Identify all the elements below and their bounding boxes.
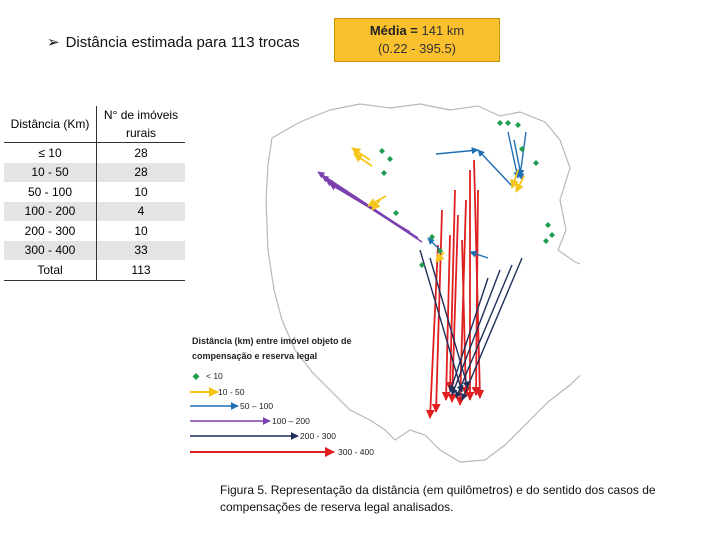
legend-label-300-400: 300 - 400 [338, 447, 374, 457]
table-cell-range: 10 - 50 [4, 162, 97, 182]
table-cell-count: 4 [96, 201, 185, 221]
arrow-red [431, 209, 443, 413]
table-cell-count: 33 [96, 240, 185, 260]
average-value: 141 km [421, 23, 465, 38]
table-header-distance: Distância (Km) [4, 106, 97, 143]
arrows-10-50 [351, 147, 525, 263]
arrow-navy [448, 277, 489, 393]
arrow-red [471, 189, 481, 396]
table-row: 200 - 300 10 [4, 221, 185, 241]
table-cell-count: 10 [96, 221, 185, 241]
average-box: Média = 141 km (0.22 - 395.5) [334, 18, 500, 62]
green-diamond [519, 146, 525, 152]
arrow-blue [427, 237, 441, 251]
average-range: (0.22 - 395.5) [377, 41, 457, 56]
arrow-blue [507, 131, 521, 179]
arrow-yellow [435, 251, 445, 263]
legend-title-line1: Distância (km) entre imóvel objeto de [192, 336, 352, 346]
sao-paulo-map: Distância (km) entre imóvel objeto de co… [190, 103, 580, 463]
legend-label-200-300: 200 - 300 [300, 431, 336, 441]
green-diamond [545, 222, 551, 228]
arrow-yellow [510, 169, 519, 189]
green-diamond [549, 232, 555, 238]
table-cell-count: 10 [96, 182, 185, 202]
arrow-yellow [371, 199, 381, 211]
green-diamond [515, 122, 521, 128]
arrow-blue [517, 131, 527, 177]
legend-label-10-50: 10 - 50 [218, 387, 245, 397]
arrow-red [447, 214, 459, 403]
table-cell-count: 28 [96, 162, 185, 182]
map-legend: Distância (km) entre imóvel objeto de co… [190, 336, 374, 457]
legend-label-100-200: 100 – 200 [272, 416, 310, 426]
green-diamond [437, 248, 443, 254]
arrows-50-100 [427, 131, 527, 259]
table-cell-range: 200 - 300 [24, 223, 76, 238]
arrow-blue [469, 250, 489, 259]
arrows-100-200 [317, 171, 423, 243]
figure-caption: Figura 5. Representação da distância (em… [220, 483, 656, 514]
table-row: 50 - 100 10 [4, 182, 185, 202]
green-diamond [429, 234, 435, 240]
arrow-yellow [353, 153, 373, 167]
table-header-count: N° de imóveis rurais [96, 106, 185, 143]
green-diamond [543, 238, 549, 244]
slide-title-text: Distância estimada para 113 trocas [65, 34, 300, 51]
arrow-blue [435, 147, 479, 155]
table-row-total: Total 113 [4, 260, 185, 281]
legend-green-diamond [192, 373, 200, 380]
table-row: 300 - 400 33 [4, 240, 185, 260]
points-under-10 [379, 120, 555, 268]
table-cell-range: 100 - 200 [4, 201, 97, 221]
average-label: Média = [369, 23, 418, 38]
arrow-blue [477, 149, 513, 187]
distance-table: Distância (Km) N° de imóveis rurais ≤ 10… [4, 106, 185, 281]
table-row: ≤ 10 28 [4, 142, 185, 163]
green-diamond [379, 148, 385, 154]
table-cell-range: 50 - 100 [27, 184, 73, 199]
arrow-red [461, 239, 471, 396]
table-cell-count: 28 [96, 142, 185, 163]
slide-title: ➢ Distância estimada para 113 trocas [47, 33, 300, 51]
arrow-navy [419, 249, 464, 393]
table-row: 100 - 200 4 [4, 201, 185, 221]
green-diamond [505, 120, 511, 126]
green-diamond [393, 210, 399, 216]
arrow-bullet-icon: ➢ [47, 34, 60, 51]
arrow-yellow [515, 175, 525, 193]
arrows-200-300 [419, 249, 523, 401]
arrow-navy [450, 269, 501, 396]
legend-label-under-10: < 10 [206, 371, 223, 381]
table-cell-count: 113 [96, 260, 185, 281]
green-diamond [387, 156, 393, 162]
legend-title-line2: compensação e reserva legal [192, 351, 317, 361]
table-cell-range: 300 - 400 [4, 240, 97, 260]
arrow-navy [455, 264, 513, 399]
state-outline [265, 103, 580, 463]
arrows-300-400 [425, 159, 485, 419]
green-diamond [533, 160, 539, 166]
arrow-navy [461, 257, 523, 401]
table-cell-range: ≤ 10 [38, 145, 62, 160]
table-row: 10 - 50 28 [4, 162, 185, 182]
arrow-purple [329, 183, 411, 233]
table-cell-range: Total [4, 260, 97, 281]
green-diamond [497, 120, 503, 126]
arrow-navy [429, 257, 470, 389]
green-diamond [419, 262, 425, 268]
green-diamond [381, 170, 387, 176]
legend-label-50-100: 50 – 100 [240, 401, 273, 411]
arrow-red [425, 244, 439, 419]
